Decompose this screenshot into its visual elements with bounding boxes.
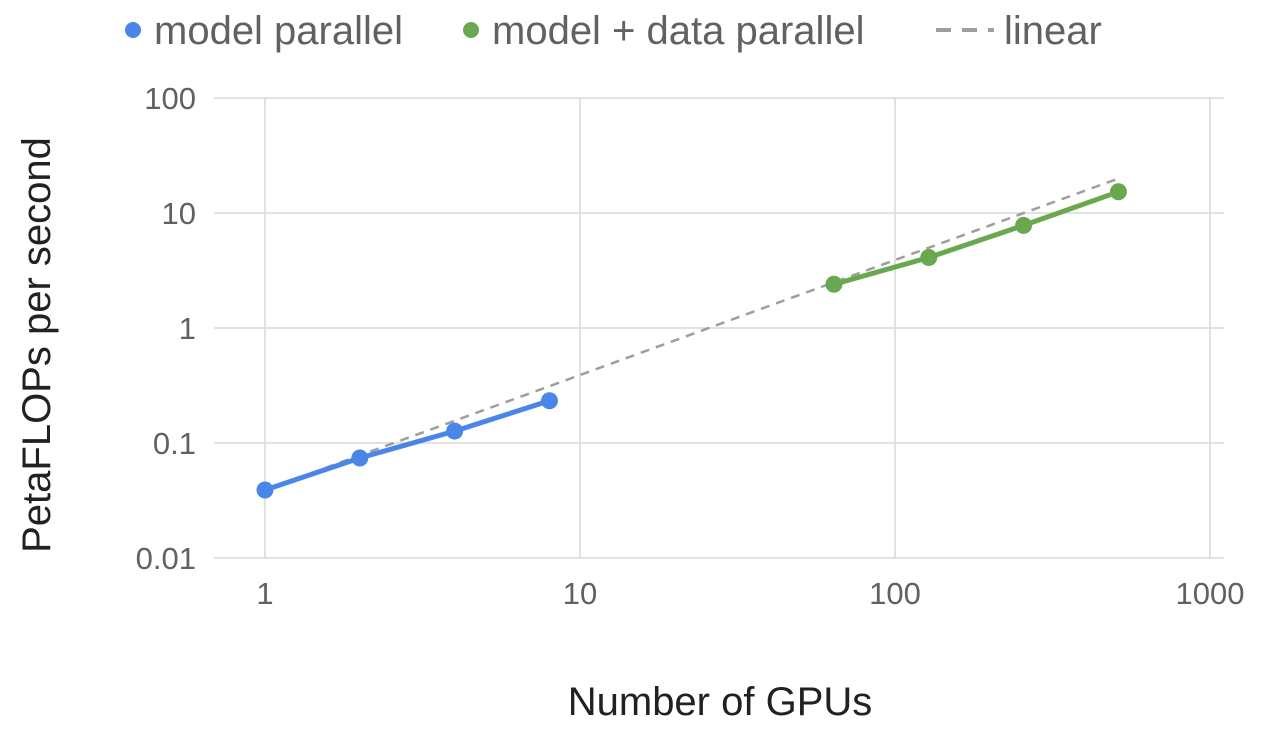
legend-marker-model-parallel bbox=[125, 22, 141, 38]
y-tick-label: 10 bbox=[162, 196, 196, 231]
y-tick-label: 100 bbox=[144, 81, 196, 116]
y-tick-label: 0.1 bbox=[153, 426, 196, 461]
x-tick-label: 1000 bbox=[1176, 576, 1245, 611]
legend: model parallel model + data parallel lin… bbox=[125, 9, 1102, 53]
y-tick-label: 1 bbox=[179, 311, 196, 346]
x-tick-label: 100 bbox=[869, 576, 921, 611]
data-point-model-data-parallel bbox=[920, 249, 938, 267]
x-tick-label: 10 bbox=[563, 576, 597, 611]
legend-label-model-data-parallel: model + data parallel bbox=[492, 9, 864, 53]
series-layer bbox=[256, 177, 1127, 499]
x-tick-label: 1 bbox=[256, 576, 273, 611]
data-point-model-parallel bbox=[351, 449, 369, 467]
x-axis-ticks: 1 10 100 1000 bbox=[256, 576, 1244, 611]
x-axis-title: Number of GPUs bbox=[568, 680, 873, 724]
legend-marker-model-data-parallel bbox=[463, 22, 479, 38]
series-line-linear bbox=[264, 177, 1119, 492]
series-line-model-data-parallel bbox=[831, 189, 1121, 287]
data-point-model-data-parallel bbox=[1015, 216, 1033, 234]
y-axis-ticks: 100 10 1 0.1 0.01 bbox=[136, 81, 196, 576]
data-point-model-data-parallel bbox=[825, 275, 843, 293]
series-line-model-parallel bbox=[262, 398, 552, 493]
data-point-model-parallel bbox=[256, 481, 274, 499]
grid bbox=[214, 97, 1224, 559]
y-tick-label: 0.01 bbox=[136, 541, 196, 576]
legend-label-model-parallel: model parallel bbox=[154, 9, 403, 53]
data-point-model-parallel bbox=[540, 392, 558, 410]
legend-label-linear: linear bbox=[1004, 9, 1102, 53]
data-point-model-data-parallel bbox=[1109, 183, 1127, 201]
data-point-model-parallel bbox=[446, 422, 464, 440]
y-axis-title: PetaFLOPs per second bbox=[15, 137, 59, 553]
